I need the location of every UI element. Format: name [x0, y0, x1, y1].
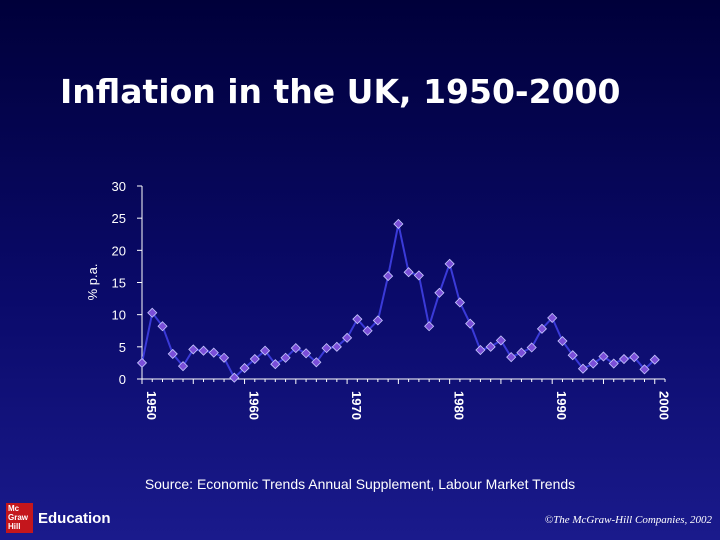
y-tick-label: 25: [112, 211, 126, 226]
x-tick-label: 1980: [452, 391, 467, 420]
data-point-marker: [598, 351, 609, 362]
data-point-marker: [167, 348, 178, 359]
y-tick-label: 20: [112, 243, 126, 258]
x-tick-label: 1970: [349, 391, 364, 420]
x-tick-label: 1950: [144, 391, 159, 420]
data-point-marker: [177, 361, 189, 372]
copyright-notice: ©The McGraw-Hill Companies, 2002: [544, 514, 712, 526]
data-point-marker: [321, 343, 332, 354]
data-point-marker: [424, 321, 435, 332]
y-tick-label: 10: [112, 308, 126, 323]
data-point-marker: [434, 287, 445, 298]
data-point-marker: [342, 332, 353, 343]
data-point-marker: [229, 372, 240, 383]
data-point-marker: [259, 345, 271, 356]
mcgraw-hill-logo: Mc Graw Hill Education: [6, 503, 111, 533]
page-title: Inflation in the UK, 1950-2000: [60, 72, 621, 111]
data-point-marker: [547, 312, 558, 323]
logo-line: Mc: [8, 504, 20, 513]
data-point-marker: [383, 271, 394, 282]
source-note: Source: Economic Trends Annual Supplemen…: [144, 476, 576, 492]
y-tick-label: 15: [112, 276, 126, 291]
data-point-marker: [311, 357, 322, 368]
data-point-marker: [331, 341, 342, 352]
data-point-marker: [147, 307, 158, 318]
x-tick-label: 1990: [554, 391, 569, 420]
data-point-marker: [413, 270, 424, 281]
data-point-marker: [567, 350, 578, 361]
data-point-marker: [218, 352, 230, 363]
logo-mark: Mc Graw Hill: [6, 503, 33, 533]
data-point-marker: [577, 363, 589, 374]
data-point-marker: [629, 352, 640, 363]
data-point-marker: [403, 267, 414, 278]
data-point-marker: [352, 314, 363, 325]
data-point-marker: [280, 352, 291, 363]
data-point-marker: [270, 359, 281, 370]
y-tick-label: 0: [119, 372, 126, 387]
x-tick-label: 2000: [657, 391, 672, 420]
series-line: [141, 223, 656, 380]
logo-wordmark: Education: [38, 509, 111, 527]
data-point-marker: [454, 297, 465, 308]
data-point-marker: [495, 335, 506, 346]
data-point-marker: [618, 353, 630, 365]
data-point-marker: [485, 341, 496, 352]
data-point-marker: [639, 364, 650, 375]
data-point-marker: [188, 344, 199, 355]
logo-line: Hill: [8, 522, 21, 531]
data-point-marker: [608, 358, 619, 369]
y-axis-label: % p.a.: [85, 264, 100, 301]
data-point-marker: [465, 318, 476, 329]
data-point-marker: [475, 344, 486, 356]
data-point-marker: [208, 347, 219, 358]
data-point-marker: [372, 315, 383, 326]
data-point-marker: [362, 325, 373, 336]
data-point-marker: [393, 218, 404, 230]
data-point-marker: [536, 323, 548, 334]
y-tick-label: 5: [119, 340, 126, 355]
inflation-line-chart: % p.a. 0 5 10 15 20 25 30 1950 1960 1970 1980 1990 2…: [85, 179, 672, 420]
data-point-marker: [290, 343, 301, 354]
data-point-marker: [249, 353, 260, 365]
y-tick-label: 30: [112, 179, 126, 194]
data-point-marker: [136, 357, 148, 368]
logo-line: Graw: [8, 513, 29, 522]
data-point-marker: [444, 258, 455, 269]
data-point-marker: [649, 354, 660, 365]
data-point-marker: [516, 347, 527, 358]
data-point-marker: [557, 335, 568, 347]
data-point-marker: [239, 362, 250, 374]
data-point-marker: [198, 345, 209, 356]
data-point-marker: [506, 352, 517, 363]
data-point-marker: [157, 321, 168, 332]
x-tick-label: 1960: [247, 391, 262, 420]
data-point-marker: [526, 342, 537, 353]
data-point-marker: [301, 348, 312, 359]
data-point-marker: [588, 358, 599, 369]
